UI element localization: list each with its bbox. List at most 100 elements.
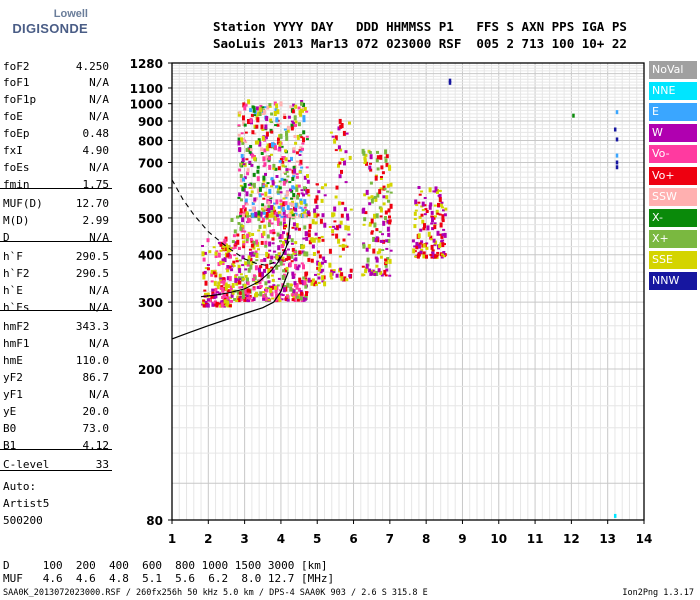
echo-point bbox=[258, 141, 262, 147]
param-label: M(D) bbox=[3, 214, 30, 227]
echo-point bbox=[227, 284, 231, 289]
echo-point bbox=[384, 274, 388, 277]
echo-point bbox=[282, 113, 286, 119]
echo-point bbox=[343, 160, 346, 166]
echo-point bbox=[247, 255, 251, 260]
logo-lowell-text: Lowell bbox=[53, 8, 88, 20]
echo-point bbox=[302, 137, 305, 143]
echo-point bbox=[440, 201, 444, 204]
echo-point bbox=[245, 238, 249, 242]
echo-point bbox=[278, 160, 282, 164]
echo-point bbox=[281, 263, 285, 266]
echo-point bbox=[244, 103, 248, 107]
echo-point bbox=[270, 112, 274, 116]
echo-point bbox=[362, 274, 366, 276]
echo-point bbox=[299, 200, 303, 205]
echo-point bbox=[373, 222, 377, 228]
echo-point bbox=[315, 183, 319, 186]
echo-point bbox=[323, 281, 327, 287]
echo-point bbox=[363, 217, 367, 222]
echo-point bbox=[259, 285, 263, 288]
echo-point bbox=[276, 185, 280, 191]
echo-point bbox=[237, 124, 241, 127]
echo-point bbox=[615, 153, 619, 158]
echo-point bbox=[613, 513, 617, 518]
echo-point bbox=[281, 164, 285, 168]
echo-point bbox=[418, 193, 422, 196]
echo-point bbox=[212, 271, 216, 275]
echo-point bbox=[231, 240, 235, 244]
echo-point bbox=[299, 296, 303, 301]
echo-point bbox=[258, 271, 262, 277]
echo-point bbox=[348, 155, 352, 160]
param-value: 12.70 bbox=[75, 197, 109, 210]
echo-point bbox=[430, 222, 434, 225]
echo-point bbox=[250, 113, 254, 117]
echo-point bbox=[307, 194, 311, 197]
echo-point bbox=[335, 273, 339, 278]
echo-point bbox=[305, 231, 309, 236]
echo-point bbox=[283, 128, 287, 131]
echo-point bbox=[215, 250, 219, 253]
echo-point bbox=[264, 136, 268, 140]
echo-point bbox=[239, 208, 243, 214]
param-artist5: Artist5 bbox=[3, 497, 109, 514]
echo-point bbox=[317, 282, 321, 284]
echo-point bbox=[204, 280, 208, 286]
echo-point bbox=[222, 283, 226, 286]
echo-point bbox=[297, 184, 301, 188]
echo-point bbox=[306, 179, 310, 184]
echo-point bbox=[202, 274, 206, 280]
echo-point bbox=[348, 274, 352, 278]
echo-point bbox=[284, 172, 287, 175]
echo-point bbox=[279, 221, 283, 226]
echo-point bbox=[223, 286, 227, 291]
echo-point bbox=[259, 211, 263, 217]
echo-point bbox=[295, 186, 299, 192]
param-hme: hmE 110.0 bbox=[3, 354, 109, 371]
y-tick-label: 1100 bbox=[130, 82, 163, 96]
logo-digisonde-text: DIGISONDE bbox=[12, 21, 88, 36]
echo-point bbox=[376, 167, 380, 171]
echo-point bbox=[293, 298, 297, 302]
echo-point bbox=[249, 251, 252, 256]
echo-point bbox=[265, 212, 269, 216]
echo-point bbox=[381, 171, 385, 175]
y-tick-label: 900 bbox=[138, 115, 163, 129]
echo-point bbox=[282, 156, 286, 160]
echo-point bbox=[241, 211, 245, 217]
echo-point bbox=[339, 267, 343, 271]
echo-point bbox=[388, 274, 392, 277]
echo-point bbox=[267, 280, 271, 284]
echo-point bbox=[420, 240, 424, 244]
echo-point bbox=[444, 207, 448, 211]
echo-point bbox=[263, 257, 267, 262]
echo-point bbox=[206, 267, 210, 271]
param-h-f2: h`F2 290.5 bbox=[3, 267, 109, 284]
echo-point bbox=[226, 265, 230, 270]
echo-point bbox=[335, 233, 339, 239]
echo-point bbox=[346, 216, 350, 221]
param-value: N/A bbox=[89, 76, 109, 89]
param-value: 73.0 bbox=[82, 422, 110, 435]
echo-point bbox=[291, 247, 295, 252]
echo-point bbox=[235, 281, 239, 286]
echo-point bbox=[256, 169, 260, 174]
echo-point bbox=[288, 202, 292, 206]
echo-point bbox=[331, 233, 335, 236]
y-tick-label: 80 bbox=[146, 514, 163, 528]
echo-point bbox=[213, 280, 217, 286]
echo-point bbox=[385, 268, 389, 272]
param-label: yF1 bbox=[3, 388, 23, 401]
echo-point bbox=[434, 186, 438, 192]
echo-point bbox=[389, 203, 393, 209]
echo-point bbox=[280, 244, 284, 249]
echo-point bbox=[256, 188, 260, 194]
echo-point bbox=[250, 243, 254, 248]
echo-point bbox=[321, 261, 324, 265]
echo-point bbox=[330, 277, 334, 280]
param-value: 4.250 bbox=[75, 60, 109, 73]
param-foep: foEp 0.48 bbox=[3, 127, 109, 144]
echo-point bbox=[261, 106, 265, 109]
echo-point bbox=[370, 218, 374, 224]
